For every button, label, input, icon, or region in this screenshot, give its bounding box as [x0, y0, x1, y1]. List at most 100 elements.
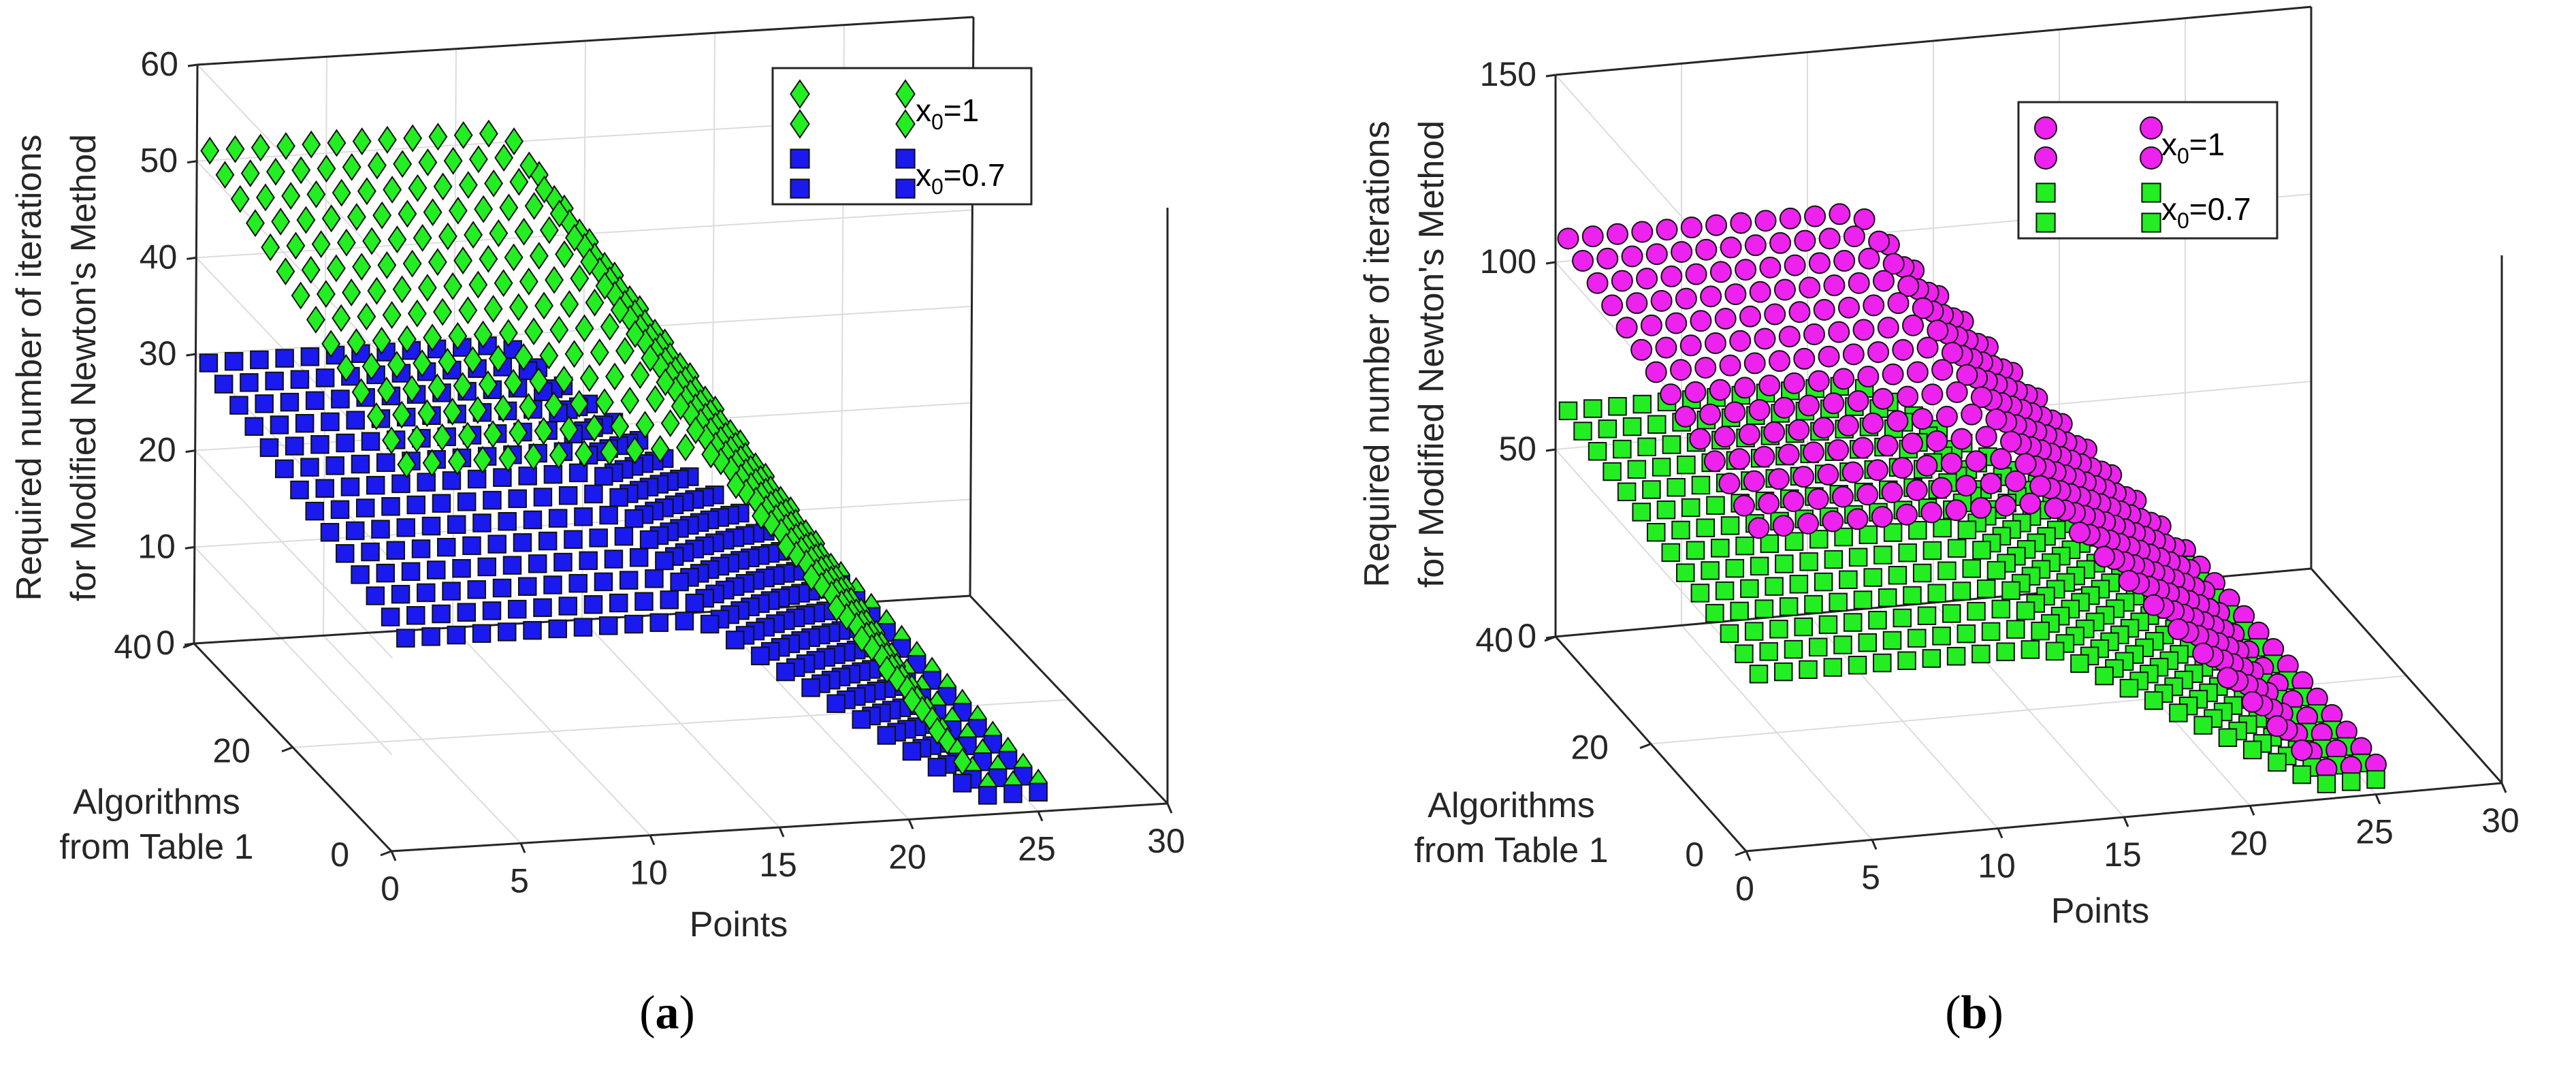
data-point	[1996, 642, 2015, 661]
data-point	[1842, 343, 1865, 366]
data-point	[539, 341, 559, 370]
data-point	[1765, 577, 1784, 596]
data-point	[411, 539, 431, 558]
data-point	[2317, 774, 2336, 793]
data-point	[1720, 236, 1742, 259]
z-tick-label: 0	[1517, 617, 1536, 655]
data-point	[1898, 543, 1917, 562]
x-axis: 0 5 10 15 20 25 30	[381, 803, 1185, 908]
data-point	[2014, 453, 2037, 475]
data-point	[310, 435, 329, 454]
z-tick-label: 50	[140, 142, 178, 180]
data-point	[1626, 292, 1648, 315]
y-axis-label-line1: Algorithms	[1428, 786, 1595, 825]
data-point	[2019, 492, 2042, 515]
data-point	[1675, 287, 1697, 310]
data-point	[1607, 223, 1629, 245]
data-point	[1863, 294, 1885, 317]
data-point	[1699, 403, 1722, 426]
data-point	[427, 560, 446, 579]
data-point	[1655, 336, 1677, 359]
data-point	[1784, 254, 1806, 276]
data-point	[2095, 666, 2114, 686]
x-tick	[907, 818, 914, 829]
data-point	[554, 365, 574, 394]
data-point	[558, 486, 578, 505]
data-point	[1677, 455, 1696, 475]
x-axis-label: Points	[690, 905, 788, 944]
data-point	[387, 351, 406, 379]
legend-marker	[895, 109, 916, 139]
data-point	[2045, 641, 2065, 661]
data-point	[433, 172, 453, 201]
x-tick	[2500, 782, 2507, 793]
data-point	[372, 201, 392, 229]
data-point	[1714, 308, 1737, 330]
z-tick	[187, 256, 197, 260]
z-tick-label: 50	[1498, 430, 1536, 468]
data-point	[1833, 250, 1856, 272]
data-point	[595, 272, 615, 300]
data-point	[1598, 419, 1617, 439]
data-point	[676, 433, 695, 462]
data-point	[1705, 603, 1724, 623]
data-point	[671, 392, 690, 421]
data-point	[2217, 667, 2239, 689]
data-point	[524, 317, 544, 346]
data-point	[675, 611, 694, 631]
data-point	[1690, 310, 1712, 332]
z-tick-label: 20	[138, 431, 176, 469]
data-point	[533, 488, 553, 507]
data-point	[347, 203, 366, 232]
x-grid-line	[2311, 7, 2502, 784]
data-point	[462, 536, 481, 556]
data-point	[615, 336, 634, 365]
data-point	[1720, 516, 1740, 535]
y-axis-label-line2: from Table 1	[1414, 831, 1608, 870]
data-point	[579, 364, 599, 392]
x-tick	[1037, 811, 1044, 822]
data-point	[1967, 601, 1986, 621]
data-point	[1720, 624, 1739, 643]
data-point	[296, 206, 316, 234]
data-point	[504, 127, 524, 156]
data-point	[1824, 550, 1844, 569]
data-point	[1946, 646, 1966, 666]
data-point	[1660, 383, 1682, 406]
data-points	[1557, 203, 2387, 793]
data-point	[517, 577, 537, 597]
data-point	[1686, 541, 1705, 560]
data-point	[548, 619, 568, 639]
data-point	[336, 544, 355, 563]
z-tick	[186, 353, 196, 357]
y-tick-label: 40	[114, 628, 152, 666]
data-point	[1827, 439, 1850, 461]
data-point	[589, 528, 608, 547]
data-point	[398, 200, 417, 228]
legend-label: x0=1	[916, 93, 979, 134]
data-point	[776, 662, 795, 682]
data-point	[316, 280, 336, 308]
data-points	[199, 119, 1048, 805]
data-point	[478, 370, 498, 398]
data-point	[362, 227, 382, 255]
data-point	[1730, 212, 1752, 234]
z-tick	[1545, 74, 1556, 78]
data-point	[533, 598, 552, 618]
y-axis-label-line1: Algorithms	[73, 782, 240, 822]
data-point	[1893, 608, 1912, 628]
data-point	[1630, 338, 1653, 361]
data-point	[2044, 497, 2066, 520]
data-point	[473, 445, 493, 474]
data-point	[1912, 563, 1932, 583]
data-point	[321, 412, 340, 432]
data-point	[1975, 426, 1997, 448]
x-tick	[519, 842, 526, 853]
data-point	[1902, 314, 1925, 336]
data-point	[377, 125, 397, 154]
z-axis-label-line1: Required number of iterations	[10, 134, 49, 601]
axis-edge	[197, 16, 974, 66]
data-point	[614, 526, 634, 546]
